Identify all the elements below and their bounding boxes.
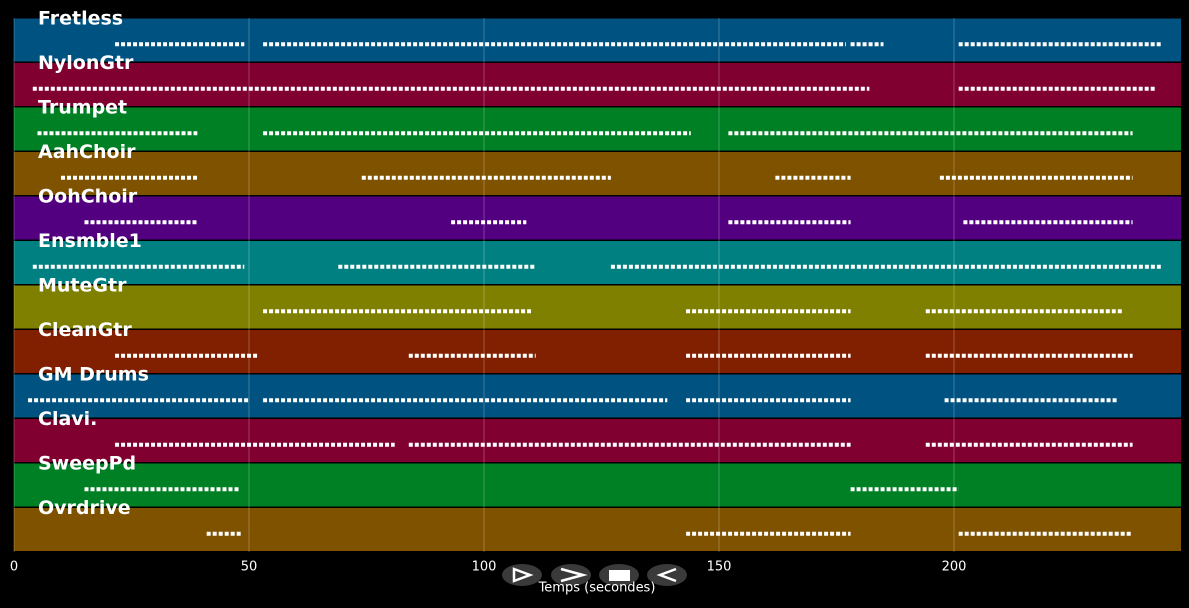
track-lane <box>14 508 1181 551</box>
rewind-button[interactable] <box>647 564 687 586</box>
track-name: CleanGtr <box>38 319 132 341</box>
stop-button[interactable] <box>599 564 639 586</box>
track-name: GM Drums <box>38 364 149 386</box>
track-name: MuteGtr <box>38 275 127 297</box>
track-name: SweepPd <box>38 453 136 475</box>
track-lane <box>14 241 1181 284</box>
labels: Fretless NylonGtr Trumpet AahChoir OohChoir E… <box>10 8 967 575</box>
forward-button[interactable] <box>551 564 591 586</box>
play-button[interactable] <box>502 564 542 586</box>
track-lane <box>14 463 1181 507</box>
grid <box>13 18 955 552</box>
axis-label: Temps (secondes) <box>538 581 656 596</box>
track-name: Ensmble1 <box>38 230 142 252</box>
track-name: AahChoir <box>38 141 136 163</box>
track-name: NylonGtr <box>38 52 134 74</box>
tracks <box>14 18 1181 551</box>
track-name: Fretless <box>38 8 123 30</box>
track-name: Ovrdrive <box>38 497 131 519</box>
track-lane <box>14 330 1181 373</box>
x-tick-label: 50 <box>241 560 258 575</box>
track-lane <box>14 285 1181 329</box>
transport-controls <box>502 564 687 586</box>
x-tick-label: 0 <box>10 560 18 575</box>
track-lane <box>14 152 1181 195</box>
track-name: Trumpet <box>38 97 127 119</box>
track-lane <box>14 18 1181 62</box>
x-tick-label: 100 <box>472 560 497 575</box>
track-lane <box>14 107 1181 151</box>
notes <box>28 42 1161 536</box>
track-name: Clavi. <box>38 408 97 430</box>
track-lane <box>14 374 1181 418</box>
x-tick-label: 200 <box>942 560 967 575</box>
track-lane <box>14 196 1181 240</box>
x-tick-label: 150 <box>707 560 732 575</box>
track-lane <box>14 63 1181 106</box>
track-name: OohChoir <box>38 186 138 208</box>
track-lane <box>14 419 1181 462</box>
